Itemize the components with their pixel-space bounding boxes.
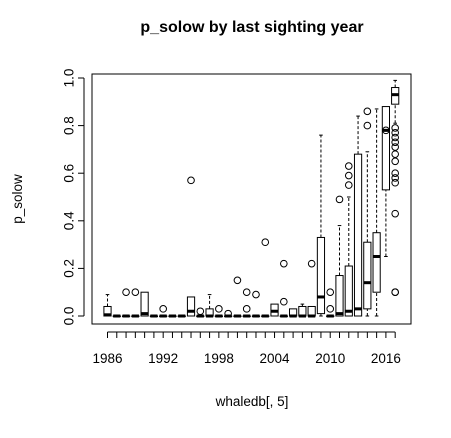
outlier-point	[280, 259, 288, 268]
y-tick-label: 1.0	[62, 69, 77, 88]
y-tick-label: 0.8	[62, 116, 77, 135]
outlier-point	[215, 305, 223, 313]
outlier-point	[335, 195, 344, 204]
y-tick-label: 0.0	[62, 307, 77, 326]
outlier-point	[344, 171, 353, 180]
box-2011	[335, 195, 344, 317]
box-2017	[391, 79, 400, 297]
y-axis-label: p_solow	[10, 174, 25, 224]
outlier-point	[391, 150, 399, 158]
iqr-box	[316, 236, 326, 315]
boxes-layer	[103, 79, 400, 318]
box-1995	[186, 176, 196, 317]
box-1996	[196, 307, 205, 318]
outlier-point	[391, 143, 399, 151]
box-1999	[224, 309, 233, 318]
box-2012	[344, 162, 353, 317]
iqr-box	[140, 291, 149, 317]
box-1990	[140, 291, 149, 317]
outlier-point	[391, 128, 399, 137]
outlier-point	[131, 288, 140, 297]
y-axis: 0.0 0.2 0.4 0.6 0.8 1.0	[62, 69, 85, 326]
box-2002	[251, 290, 261, 318]
outlier-point	[344, 162, 353, 170]
outlier-point	[382, 126, 390, 135]
iqr-box	[186, 296, 196, 317]
box-2007	[298, 303, 307, 318]
plot-frame	[91, 73, 412, 325]
outlier-point	[242, 288, 251, 297]
outlier-point	[391, 178, 399, 187]
outlier-point	[391, 138, 399, 147]
outlier-point	[363, 121, 372, 130]
outlier-point	[326, 305, 335, 313]
box-2010	[326, 288, 335, 318]
outlier-point	[326, 288, 335, 297]
box-1997	[205, 294, 214, 318]
outlier-point	[307, 259, 316, 268]
outlier-point	[391, 157, 399, 166]
box-1992	[159, 305, 168, 318]
box-1986	[103, 294, 112, 317]
outlier-point	[252, 290, 260, 299]
outlier-point	[344, 181, 353, 189]
outlier-point	[391, 209, 399, 218]
outlier-point	[224, 309, 232, 318]
box-1991	[149, 314, 159, 318]
box-2009	[316, 134, 326, 317]
box-2013	[353, 115, 363, 317]
outlier-point	[280, 297, 288, 306]
x-tick-label: 2010	[315, 351, 345, 366]
box-1988	[121, 288, 131, 318]
outlier-point	[363, 107, 372, 116]
x-axis-label: whaledb[, 5]	[215, 394, 289, 409]
box-1987	[112, 314, 121, 318]
box-1998	[214, 305, 223, 318]
outlier-point	[391, 174, 399, 182]
outlier-point	[391, 288, 399, 297]
outlier-point	[233, 276, 242, 285]
box-1989	[131, 288, 140, 318]
box-2008	[307, 259, 316, 318]
iqr-box	[363, 241, 372, 310]
outlier-point	[391, 133, 399, 142]
outlier-point	[196, 307, 205, 316]
outlier-point	[242, 305, 251, 313]
y-tick-label: 0.6	[62, 164, 77, 183]
x-tick-label: 1986	[92, 351, 122, 366]
box-2015	[372, 108, 381, 317]
outlier-point	[122, 288, 130, 297]
outlier-point	[391, 169, 399, 177]
outlier-point	[187, 176, 195, 185]
iqr-box	[353, 153, 363, 317]
x-tick-label: 1998	[204, 351, 234, 366]
box-2016	[381, 106, 390, 257]
chart-title: p_solow by last sighting year	[140, 19, 363, 36]
box-1994	[177, 314, 186, 318]
x-axis: 1986 1992 1998 2004 2010 2016	[92, 331, 401, 366]
iqr-box	[335, 275, 344, 317]
x-tick-label: 2004	[260, 351, 291, 366]
box-2005	[279, 259, 288, 318]
iqr-box	[381, 106, 390, 191]
box-2006	[289, 308, 298, 318]
outlier-point	[261, 238, 270, 247]
iqr-box	[344, 265, 353, 317]
box-2000	[233, 276, 242, 318]
box-1993	[168, 314, 177, 318]
y-tick-label: 0.2	[62, 259, 77, 278]
x-tick-label: 2016	[371, 351, 401, 366]
box-2004	[270, 303, 279, 317]
outlier-point	[159, 305, 167, 313]
box-2003	[261, 238, 270, 318]
box-2014	[363, 107, 372, 317]
box-2001	[242, 288, 251, 318]
x-tick-label: 1992	[148, 351, 178, 366]
outlier-point	[391, 124, 399, 132]
iqr-box	[372, 232, 381, 293]
y-tick-label: 0.4	[62, 211, 77, 230]
